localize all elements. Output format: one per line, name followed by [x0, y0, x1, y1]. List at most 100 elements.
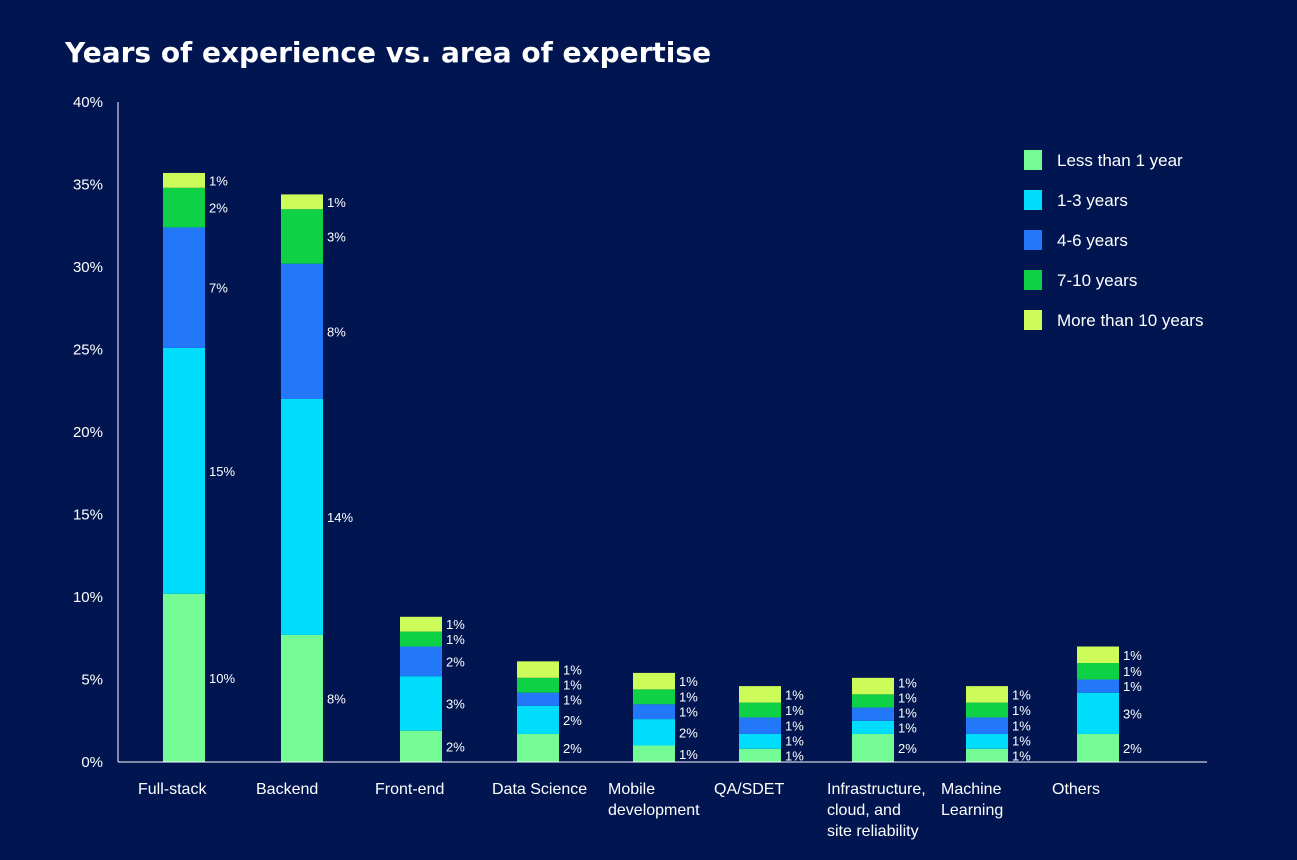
data-label: 1%: [679, 705, 698, 720]
y-tick-label: 15%: [73, 507, 103, 524]
legend: Less than 1 year 1-3 years 4-6 years 7-10 y…: [1024, 150, 1203, 330]
data-label: 1%: [1123, 664, 1142, 679]
data-label: 8%: [327, 324, 346, 339]
data-label: 1%: [679, 747, 698, 762]
y-tick-label: 5%: [81, 672, 103, 689]
legend-label: 4-6 years: [1057, 231, 1128, 250]
data-label: 1%: [1012, 718, 1031, 733]
data-label: 7%: [209, 281, 228, 296]
y-tick-label: 35%: [73, 177, 103, 194]
x-category-label: Mobile development: [608, 781, 700, 819]
y-axis: 0% 5% 10% 15% 20% 25% 30% 35% 40%: [73, 94, 119, 771]
bar-segment: [163, 187, 205, 228]
bar-segment: [400, 730, 442, 762]
data-label: 1%: [1012, 748, 1031, 763]
legend-label: Less than 1 year: [1057, 151, 1183, 170]
legend-label: 1-3 years: [1057, 191, 1128, 210]
bar-segment: [966, 686, 1008, 703]
x-category-label: Backend: [256, 781, 318, 798]
bar-segment: [517, 661, 559, 678]
x-category-label: Front-end: [375, 781, 444, 798]
chart-title: Years of experience vs. area of expertis…: [64, 36, 711, 69]
bar-segment: [281, 634, 323, 762]
data-label: 1%: [563, 692, 582, 707]
data-label: 1%: [785, 703, 804, 718]
bar-segment: [281, 399, 323, 635]
y-tick-label: 30%: [73, 259, 103, 276]
legend-swatch: [1024, 150, 1042, 170]
bar-segment: [739, 733, 781, 749]
x-category-label: Others: [1052, 781, 1100, 798]
bar-segment: [852, 694, 894, 708]
data-label: 2%: [898, 741, 917, 756]
data-label: 15%: [209, 464, 235, 479]
bar-segment: [1077, 733, 1119, 762]
data-label: 1%: [785, 718, 804, 733]
legend-label: More than 10 years: [1057, 311, 1203, 330]
x-category-label-line: site reliability: [827, 823, 919, 840]
x-category-label: QA/SDET: [714, 781, 784, 798]
bar-segment: [633, 672, 675, 690]
data-label: 1%: [785, 748, 804, 763]
bar-segment: [633, 704, 675, 720]
bar-segment: [966, 748, 1008, 762]
data-label: 1%: [1012, 687, 1031, 702]
bar-segment: [163, 227, 205, 348]
x-category-label-line: QA/SDET: [714, 781, 784, 798]
data-label: 1%: [563, 677, 582, 692]
y-tick-label: 20%: [73, 424, 103, 441]
data-label: 2%: [209, 201, 228, 216]
bar-segment: [633, 745, 675, 762]
x-category-label-line: Backend: [256, 781, 318, 798]
x-category-label-line: Learning: [941, 802, 1003, 819]
data-label: 2%: [446, 739, 465, 754]
bar-segment: [517, 677, 559, 693]
y-tick-label: 25%: [73, 342, 103, 359]
x-category-label-line: Mobile: [608, 781, 655, 798]
y-tick-label: 10%: [73, 589, 103, 606]
data-label: 2%: [679, 725, 698, 740]
bar-segment: [400, 646, 442, 677]
data-label: 2%: [446, 654, 465, 669]
bar-segment: [633, 689, 675, 705]
bar-segment: [281, 194, 323, 210]
x-category-label-line: Data Science: [492, 781, 587, 798]
bar-segment: [1077, 692, 1119, 734]
x-category-label: Machine Learning: [941, 781, 1003, 819]
x-category-label-line: Machine: [941, 781, 1002, 798]
legend-swatch: [1024, 190, 1042, 210]
data-label: 10%: [209, 671, 235, 686]
bar-segment: [400, 631, 442, 647]
bar-segment: [1077, 663, 1119, 680]
data-labels: 10%15%7%2%1%8%14%8%3%1%2%3%2%1%1%2%2%1%1…: [209, 173, 1142, 763]
bar-segment: [400, 616, 442, 632]
data-label: 14%: [327, 510, 353, 525]
bar-segment: [163, 593, 205, 762]
data-label: 1%: [327, 195, 346, 210]
data-label: 1%: [679, 690, 698, 705]
data-label: 3%: [327, 229, 346, 244]
bar-segment: [633, 719, 675, 746]
bar-segment: [852, 707, 894, 721]
data-label: 3%: [446, 696, 465, 711]
bar-segment: [400, 676, 442, 731]
y-tick-label: 0%: [81, 754, 103, 771]
data-label: 1%: [1123, 648, 1142, 663]
x-category-label-line: Front-end: [375, 781, 444, 798]
bar-segment: [281, 209, 323, 264]
x-category-label-line: cloud, and: [827, 802, 901, 819]
bar-segment: [852, 677, 894, 695]
data-label: 2%: [563, 741, 582, 756]
bar-segment: [852, 720, 894, 734]
data-label: 1%: [446, 617, 465, 632]
y-tick-label: 40%: [73, 94, 103, 111]
data-label: 1%: [898, 675, 917, 690]
x-category-label: Data Science: [492, 781, 587, 798]
bar-segment: [163, 172, 205, 188]
bar-segment: [739, 748, 781, 762]
bar-segment: [1077, 646, 1119, 663]
bar-segment: [517, 705, 559, 734]
bar-segment: [852, 733, 894, 762]
bar-segment: [517, 733, 559, 762]
